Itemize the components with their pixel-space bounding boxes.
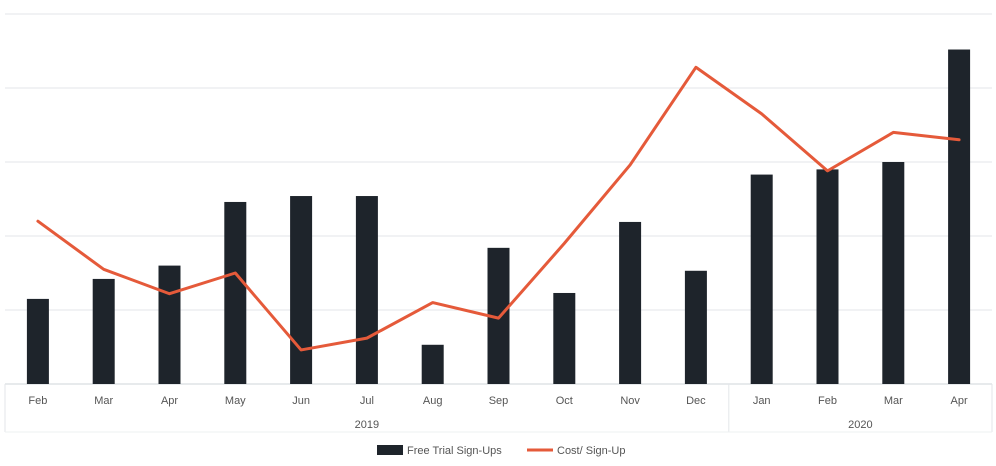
x-tick-label: Feb: [818, 395, 837, 407]
legend-label-cost: Cost/ Sign-Up: [557, 445, 625, 457]
x-tick-label: Jun: [292, 395, 310, 407]
bar: [750, 174, 773, 384]
cost-per-signup-line: [36, 65, 961, 352]
line-series: [36, 65, 961, 352]
x-tick-label: Apr: [951, 395, 968, 407]
x-tick-label: Oct: [556, 395, 573, 407]
bars: [26, 49, 971, 385]
x-tick-label: Jul: [360, 395, 374, 407]
year-group-label: 2020: [848, 419, 872, 431]
bar: [948, 49, 971, 385]
bar: [355, 196, 378, 384]
x-tick-label: Dec: [686, 395, 706, 407]
legend-bar-swatch: [377, 445, 403, 455]
bar: [553, 292, 576, 384]
x-tick-label: Jan: [753, 395, 771, 407]
bar: [26, 298, 49, 384]
bar: [92, 278, 115, 384]
x-tick-label: Apr: [161, 395, 178, 407]
bar: [158, 265, 181, 384]
bar: [421, 344, 444, 384]
year-group-label: 2019: [355, 419, 379, 431]
legend: Free Trial Sign-Ups Cost/ Sign-Up: [377, 445, 625, 457]
bar: [816, 169, 839, 384]
bar: [290, 196, 313, 384]
legend-label-signups: Free Trial Sign-Ups: [407, 445, 502, 457]
x-tick-label: Aug: [423, 395, 443, 407]
x-tick-label: Mar: [884, 395, 903, 407]
bar: [619, 221, 642, 384]
x-tick-label: Nov: [620, 395, 640, 407]
x-axis: Feb Mar Apr May Jun Jul Aug Sep Oct Nov Dec Jan Feb M…: [4, 384, 993, 433]
bar: [684, 270, 707, 384]
x-tick-label: May: [225, 395, 246, 407]
x-tick-label: Feb: [28, 395, 47, 407]
x-tick-label: Mar: [94, 395, 113, 407]
bar: [882, 162, 905, 384]
bar: [224, 201, 247, 384]
x-tick-label: Sep: [489, 395, 509, 407]
